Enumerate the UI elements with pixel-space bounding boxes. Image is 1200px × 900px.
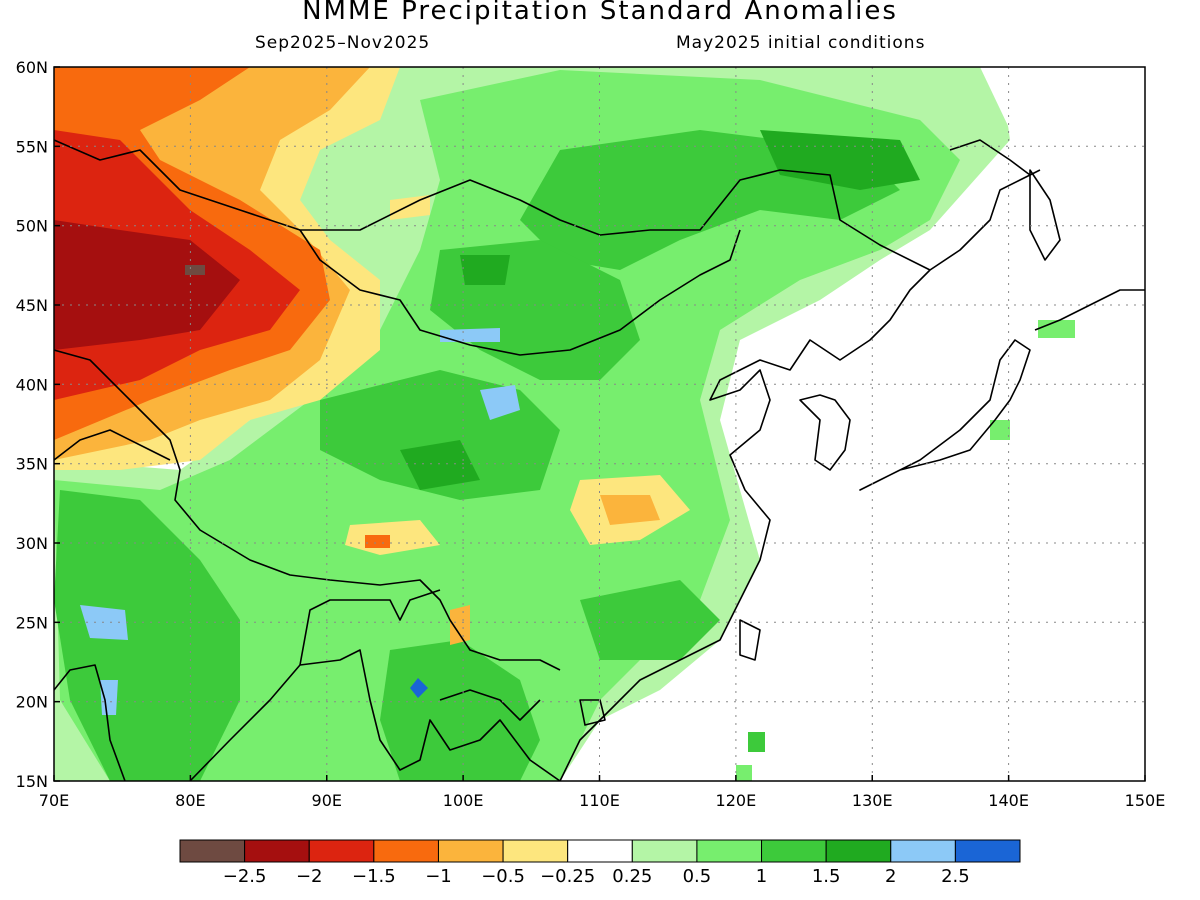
border xyxy=(54,429,171,461)
coastline xyxy=(189,649,561,781)
colorbar-swatch xyxy=(179,839,246,863)
anomaly-region xyxy=(460,255,510,285)
coastline xyxy=(799,394,851,471)
anomaly-region xyxy=(450,605,470,645)
colorbar-label: 1 xyxy=(756,866,767,887)
colorbar-swatch xyxy=(954,839,1021,863)
coastlines-borders xyxy=(54,139,1145,781)
no-data-ocean xyxy=(980,67,1145,230)
anomaly-region xyxy=(736,765,752,781)
lon-ticks: 70E 80E 90E 100E 110E 120E 130E 140E 150E xyxy=(39,775,1166,810)
border xyxy=(299,229,741,356)
coastline xyxy=(859,339,1031,491)
coastline xyxy=(739,619,761,661)
colorbar-swatch xyxy=(631,839,698,863)
colorbar-swatch xyxy=(437,839,504,863)
colorbar-label: −1.5 xyxy=(352,866,396,887)
anomaly-region xyxy=(365,535,390,548)
colorbar-label: 0.25 xyxy=(612,866,652,887)
lon-tick-label: 80E xyxy=(175,791,205,810)
colorbar-label: 1.5 xyxy=(812,866,841,887)
colorbar-swatch xyxy=(502,839,569,863)
anomaly-region xyxy=(1038,320,1075,338)
colorbar xyxy=(179,839,1021,863)
colorbar-swatch xyxy=(890,839,956,863)
map-title: NMME Precipitation Standard Anomalies xyxy=(302,0,898,26)
coastline xyxy=(1034,289,1145,331)
initial-conditions-label: May2025 initial conditions xyxy=(676,33,926,53)
border xyxy=(54,139,931,271)
lon-tick-label: 150E xyxy=(1125,791,1166,810)
coastline xyxy=(579,699,606,726)
lat-tick-label: 45N xyxy=(16,296,48,315)
lat-tick-label: 55N xyxy=(16,137,48,156)
lat-tick-label: 30N xyxy=(16,534,48,553)
lon-tick-label: 110E xyxy=(579,791,620,810)
anomaly-region xyxy=(380,640,540,781)
anomaly-region xyxy=(760,130,920,190)
anomaly-region xyxy=(54,220,240,350)
colorbar-swatch xyxy=(761,839,827,863)
anomaly-region xyxy=(580,580,720,660)
anomaly-region xyxy=(600,495,660,525)
colorbar-label: 0.5 xyxy=(683,866,712,887)
anomaly-region xyxy=(390,195,430,220)
lon-tick-label: 130E xyxy=(852,791,893,810)
colorbar-label: −2 xyxy=(296,866,323,887)
lon-tick-label: 120E xyxy=(716,791,757,810)
no-data-ocean xyxy=(620,190,1145,781)
anomaly-region xyxy=(400,440,480,490)
colorbar-labels: −2.5 −2 −1.5 −1 −0.5 −0.25 0.25 0.5 1 1.5 2 2.5 xyxy=(223,866,970,887)
lat-tick-label: 40N xyxy=(16,375,48,394)
colorbar-label: −1 xyxy=(425,866,452,887)
border xyxy=(299,589,441,666)
colorbar-swatch xyxy=(696,839,763,863)
colorbar-swatch xyxy=(825,839,892,863)
colorbar-swatch xyxy=(373,839,439,863)
colorbar-label: 2 xyxy=(885,866,896,887)
anomaly-field xyxy=(54,67,1145,781)
colorbar-swatch xyxy=(308,839,375,863)
gridlines xyxy=(54,67,1145,781)
anomaly-region xyxy=(990,420,1010,440)
coastline xyxy=(949,139,1031,176)
lon-tick-label: 100E xyxy=(443,791,484,810)
anomaly-region xyxy=(480,385,520,420)
colorbar-label: −0.5 xyxy=(481,866,525,887)
lon-tick-label: 140E xyxy=(988,791,1029,810)
colorbar-swatch xyxy=(567,839,633,863)
colorbar-swatch xyxy=(244,839,310,863)
lat-tick-label: 60N xyxy=(16,58,48,77)
anomaly-region xyxy=(440,328,500,342)
anomaly-region xyxy=(410,678,428,698)
colorbar-label: −2.5 xyxy=(223,866,267,887)
lat-tick-label: 35N xyxy=(16,455,48,474)
border xyxy=(439,689,541,721)
lat-tick-label: 20N xyxy=(16,693,48,712)
season-label: Sep2025–Nov2025 xyxy=(255,33,431,53)
anomaly-region xyxy=(100,680,118,715)
coastline xyxy=(54,664,126,781)
colorbar-label: −0.25 xyxy=(540,866,595,887)
lon-tick-label: 90E xyxy=(312,791,342,810)
anomaly-region xyxy=(185,265,205,275)
anomaly-region xyxy=(54,490,240,781)
border xyxy=(54,349,561,671)
lon-tick-label: 70E xyxy=(39,791,69,810)
coastline xyxy=(1029,169,1061,261)
lat-tick-label: 50N xyxy=(16,217,48,236)
anomaly-region xyxy=(748,732,765,752)
colorbar-label: 2.5 xyxy=(941,866,970,887)
lat-tick-label: 25N xyxy=(16,613,48,632)
lat-ticks: 60N 55N 50N 45N 40N 35N 30N 25N 20N 15N xyxy=(16,58,60,791)
lat-tick-label: 15N xyxy=(16,772,48,791)
